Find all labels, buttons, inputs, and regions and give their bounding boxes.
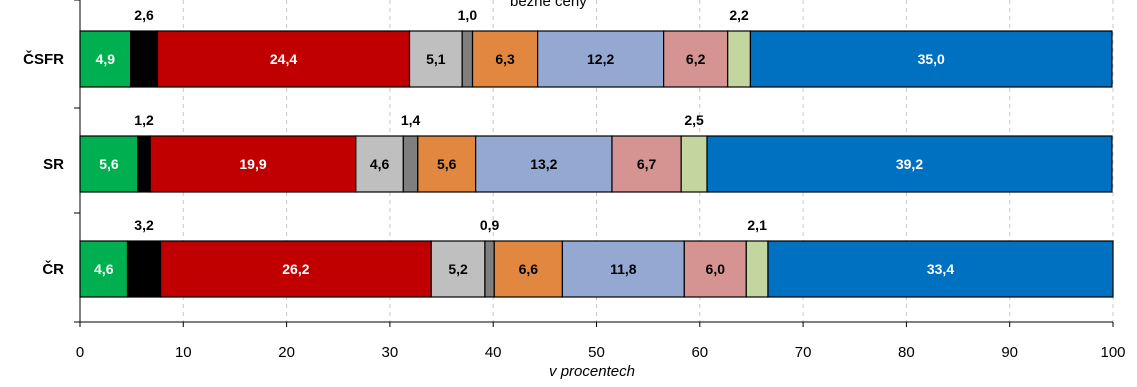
x-tick-label: 10 <box>175 344 192 361</box>
data-label: 1,4 <box>401 112 421 128</box>
data-label: 33,4 <box>927 261 954 277</box>
legend-fragment: běžné ceny <box>510 0 587 10</box>
bar-segment <box>683 240 747 298</box>
data-label: 4,9 <box>96 51 116 67</box>
x-tick-label: 70 <box>795 344 812 361</box>
bars: ČSFR 4,9 2,6 24,4 5,1 1,0 6,3 12,2 6,2 2,2 35,0 SR 5… <box>23 7 1114 298</box>
data-label: 5,1 <box>426 51 446 67</box>
bar-segment <box>417 135 477 193</box>
data-label: 5,6 <box>99 156 119 172</box>
x-tick-label: 60 <box>691 344 708 361</box>
data-label: 6,7 <box>637 156 657 172</box>
data-label: 4,6 <box>94 261 114 277</box>
x-tick-label: 80 <box>898 344 915 361</box>
bar-segment <box>484 240 495 298</box>
bar-segment <box>471 30 539 88</box>
x-tick-label: 90 <box>1001 344 1018 361</box>
bar-segment <box>137 135 151 193</box>
bar-segment <box>408 30 463 88</box>
data-label: 24,4 <box>270 51 297 67</box>
bar-segment <box>706 135 1113 193</box>
data-label: 11,8 <box>610 261 637 277</box>
data-label: 6,3 <box>495 51 515 67</box>
data-label: 39,2 <box>896 156 923 172</box>
x-tick-label: 40 <box>485 344 502 361</box>
data-label: 3,2 <box>134 217 154 233</box>
x-tick-label: 0 <box>76 344 84 361</box>
data-label: 0,9 <box>480 217 500 233</box>
bar-segment <box>537 30 665 88</box>
data-label: 2,5 <box>684 112 704 128</box>
x-tick-label: 50 <box>588 344 605 361</box>
data-label: 4,6 <box>370 156 390 172</box>
bar-segment <box>749 30 1113 88</box>
bar-segment <box>149 135 357 193</box>
data-label: 1,0 <box>458 7 478 23</box>
category-label: SR <box>43 156 64 173</box>
bar-segment <box>79 240 129 298</box>
bar-segment <box>159 240 432 298</box>
bar-segment <box>493 240 564 298</box>
category-label: ČR <box>42 260 64 278</box>
bar-segment <box>745 240 769 298</box>
bar-segment <box>79 135 139 193</box>
x-tick-label: 20 <box>278 344 295 361</box>
data-label: 5,6 <box>437 156 457 172</box>
bar-segment <box>611 135 682 193</box>
x-tick-label: 100 <box>1100 344 1125 361</box>
bar-segment <box>475 135 613 193</box>
bar-segment <box>79 30 132 88</box>
data-label: 2,1 <box>747 217 767 233</box>
bar-segment <box>561 240 685 298</box>
bar-segment <box>767 240 1114 298</box>
bar-segment <box>130 30 159 88</box>
data-label: 6,2 <box>686 51 706 67</box>
category-label: ČSFR <box>23 50 64 68</box>
bar-segment <box>402 135 419 193</box>
data-label: 35,0 <box>918 51 945 67</box>
data-label: 2,2 <box>729 7 749 23</box>
data-label: 6,0 <box>706 261 726 277</box>
data-label: 13,2 <box>530 156 557 172</box>
data-label: 19,9 <box>239 156 266 172</box>
bar-segment <box>663 30 729 88</box>
data-label: 12,2 <box>587 51 614 67</box>
bar-segment <box>126 240 162 298</box>
bar-segment <box>430 240 486 298</box>
data-label: 1,2 <box>134 112 154 128</box>
x-tick-label: 30 <box>382 344 399 361</box>
bar-segment <box>727 30 752 88</box>
data-label: 2,6 <box>134 7 154 23</box>
bar-segment <box>680 135 708 193</box>
x-axis-title: v procentech <box>549 363 635 380</box>
x-axis: 0 10 20 30 40 50 60 70 80 90 100 <box>74 0 1126 361</box>
data-label: 26,2 <box>282 261 309 277</box>
bar-segment <box>461 30 474 88</box>
data-label: 5,2 <box>448 261 468 277</box>
data-label: 6,6 <box>519 261 539 277</box>
